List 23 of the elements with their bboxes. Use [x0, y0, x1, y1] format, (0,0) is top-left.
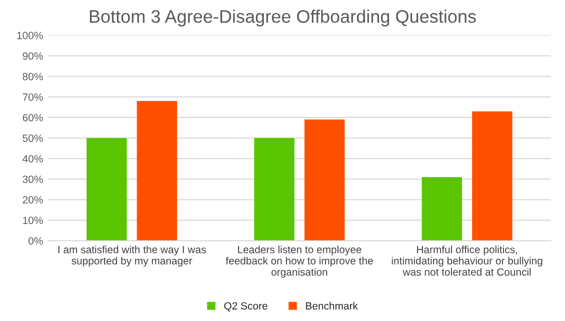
- bar: [472, 111, 512, 241]
- y-tick-label: 50%: [22, 134, 43, 142]
- bar: [422, 177, 462, 241]
- legend-label: Q2 Score: [224, 302, 268, 312]
- bar: [86, 138, 127, 241]
- y-tick-label: 80%: [22, 72, 43, 80]
- chart-title: Bottom 3 Agree-Disagree Offboarding Questions: [90, 10, 476, 26]
- y-tick-label: 100%: [17, 32, 43, 40]
- y-tick-label: 60%: [22, 114, 43, 122]
- x-tick-label: I am satisfied with the way I was supported by my manager: [58, 246, 206, 267]
- y-tick-label: 0%: [28, 237, 43, 245]
- y-tick-label: 90%: [22, 52, 43, 60]
- bar: [136, 101, 178, 241]
- y-tick-label: 40%: [22, 155, 43, 162]
- y-tick-label: 20%: [22, 196, 43, 204]
- legend-label: Benchmark: [306, 302, 358, 310]
- y-tick-label: 70%: [22, 93, 43, 101]
- bar: [304, 120, 345, 241]
- bar: [254, 138, 294, 241]
- y-tick-label: 10%: [23, 216, 43, 224]
- y-tick-label: 30%: [22, 176, 43, 183]
- x-tick-label: Leaders listen to employee feedback on how to improve the organisation: [226, 246, 373, 278]
- x-tick-label: Harmful office politics, intimidating behaviour or bullying was not tolerated at Council: [392, 246, 542, 276]
